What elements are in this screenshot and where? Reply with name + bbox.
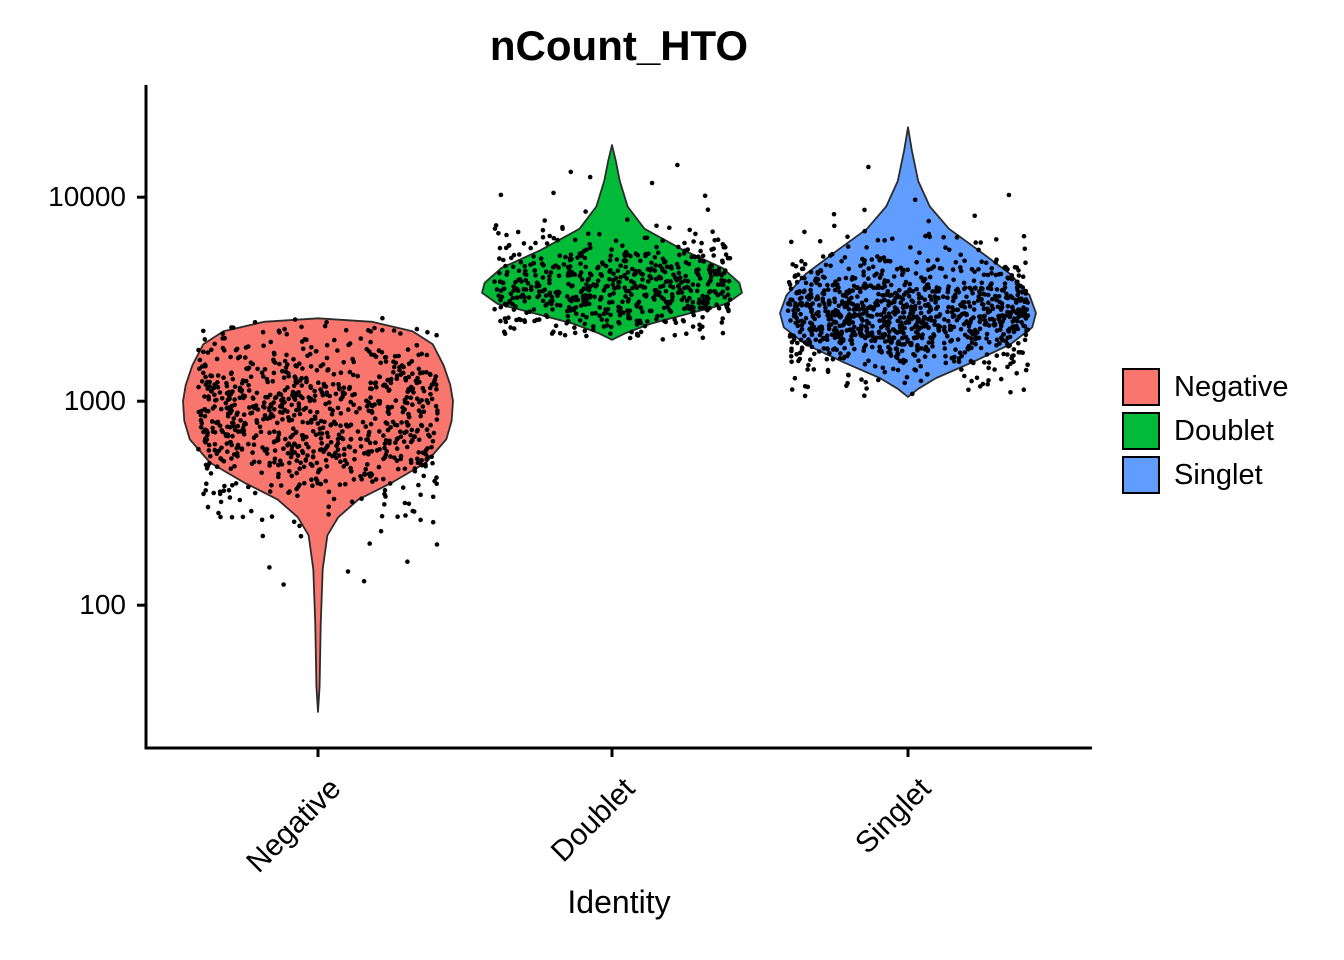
legend-key-swatch [1122,412,1160,450]
legend-item-negative: Negative [1122,368,1288,406]
y-tick-label: 10000 [48,181,126,213]
legend: Negative Doublet Singlet [1122,368,1288,500]
x-axis-title: Identity [567,884,671,920]
jitter-points-negative [196,315,440,587]
legend-label: Doublet [1174,415,1274,447]
violin-negative [182,317,454,713]
chart-title: nCount_HTO [489,22,749,69]
jitter-points-doublet [492,162,733,342]
legend-key-swatch [1122,368,1160,406]
jitter-points-singlet [785,164,1031,399]
legend-label: Singlet [1174,459,1263,491]
y-tick-label: 100 [79,589,126,621]
legend-item-doublet: Doublet [1122,412,1288,450]
legend-label: Negative [1174,371,1289,403]
legend-item-singlet: Singlet [1122,456,1288,494]
y-axis-tick-labels: 100 1000 10000 [0,0,134,960]
legend-key-swatch [1122,456,1160,494]
y-tick-label: 1000 [63,385,126,417]
